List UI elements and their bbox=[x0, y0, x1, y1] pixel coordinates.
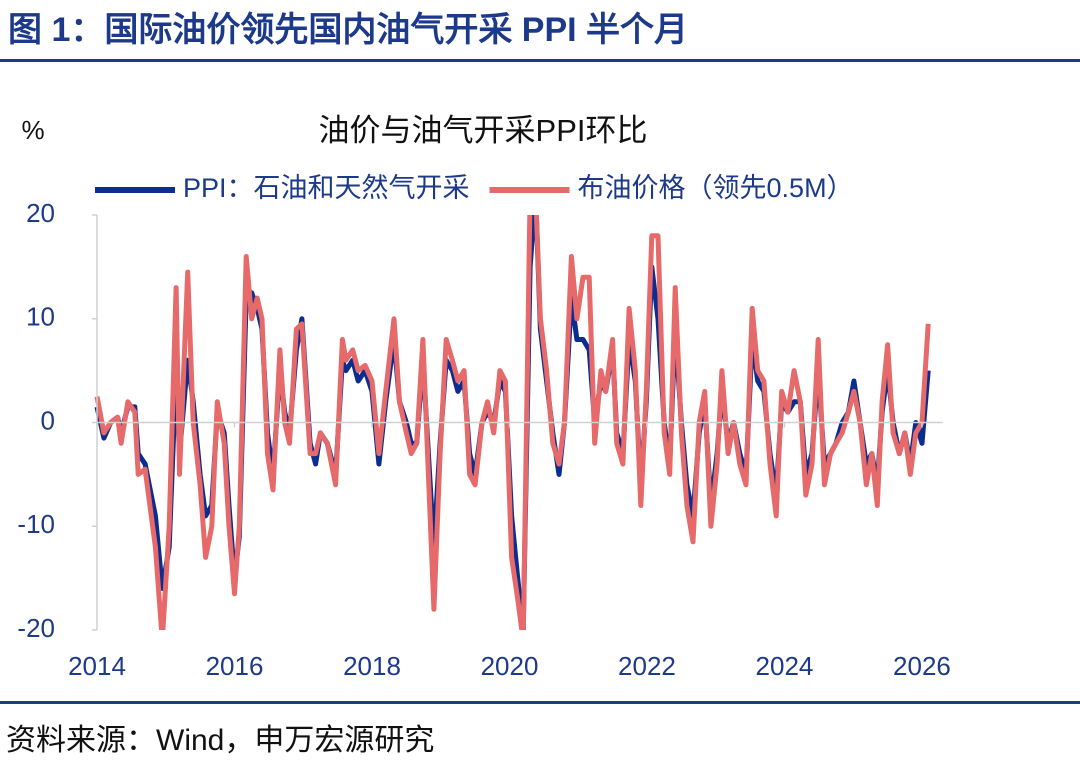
y-tick-label: 20 bbox=[26, 198, 55, 228]
y-tick-label: 10 bbox=[26, 302, 55, 332]
chart-title: 油价与油气开采PPI环比 bbox=[319, 113, 648, 148]
y-tick-label: -10 bbox=[17, 509, 55, 539]
x-tick-label: 2022 bbox=[618, 651, 676, 681]
x-tick-label: 2016 bbox=[206, 651, 264, 681]
x-tick-label: 2024 bbox=[756, 651, 814, 681]
source: 资料来源：Wind，申万宏源研究 bbox=[6, 724, 434, 757]
x-tick-label: 2020 bbox=[481, 651, 539, 681]
top-rule bbox=[0, 59, 1080, 62]
plot-area bbox=[94, 215, 931, 630]
series-line bbox=[94, 215, 931, 630]
x-tick-label: 2018 bbox=[343, 651, 401, 681]
x-tick-label: 2014 bbox=[68, 651, 126, 681]
y-label: % bbox=[21, 115, 44, 145]
y-tick-label: 0 bbox=[41, 405, 55, 435]
legend-label: PPI：石油和天然气开采 bbox=[183, 173, 470, 203]
bottom-rule bbox=[0, 701, 1080, 704]
y-tick-label: -20 bbox=[17, 613, 55, 643]
x-tick-label: 2026 bbox=[893, 651, 951, 681]
figure-title: 图 1：国际油价领先国内油气开采 PPI 半个月 bbox=[8, 11, 688, 49]
legend-label: 布油价格（领先0.5M） bbox=[578, 173, 854, 203]
